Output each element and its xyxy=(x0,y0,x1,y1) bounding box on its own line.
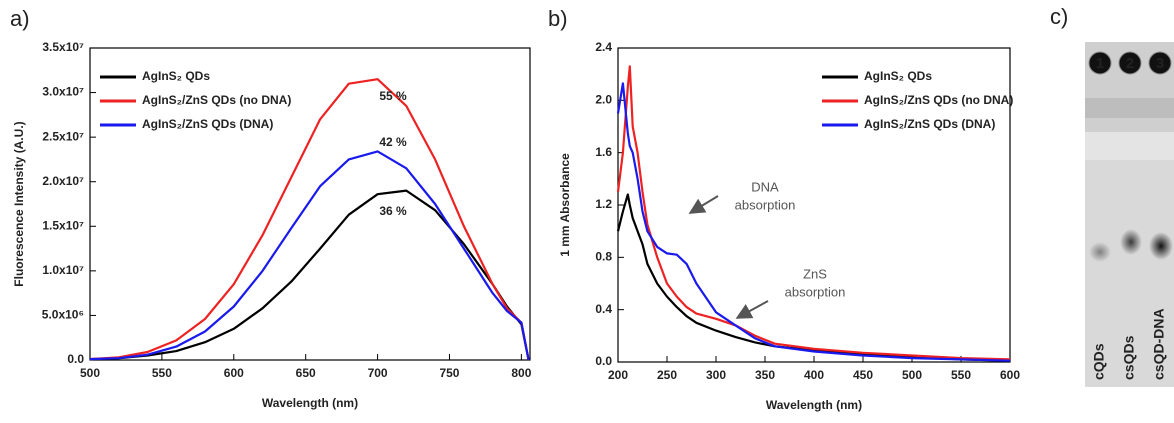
x-tick-label: 400 xyxy=(804,368,824,382)
x-axis-label: Wavelength (nm) xyxy=(766,398,862,412)
legend-label: AgInS₂/ZnS QDs (DNA) xyxy=(864,117,995,131)
y-tick-label: 0.4 xyxy=(595,302,612,316)
x-tick-label: 500 xyxy=(902,368,922,382)
annotation: 55 % xyxy=(379,89,407,103)
line-series xyxy=(616,65,1011,361)
y-tick-label: 0.0 xyxy=(595,354,612,368)
x-tick-label: 500 xyxy=(80,366,100,380)
x-axis-label: Wavelength (nm) xyxy=(262,396,358,410)
x-tick-label: 650 xyxy=(296,366,316,380)
y-tick-label: 2.4 xyxy=(595,40,612,54)
plot-frame xyxy=(89,47,531,361)
band xyxy=(1089,242,1111,262)
x-tick-label: 250 xyxy=(657,368,677,382)
gel-body xyxy=(1085,160,1174,387)
lane-marker xyxy=(1148,51,1172,75)
lane-number: 1 xyxy=(1096,55,1104,72)
line-series xyxy=(616,193,1011,362)
annotation: ZnS xyxy=(803,266,827,281)
annotation: 42 % xyxy=(379,135,407,149)
gel-well-strip xyxy=(1085,98,1174,118)
x-tick-label: 200 xyxy=(608,368,628,382)
lane-marker xyxy=(1118,51,1142,75)
lane-label: csQD-DNA xyxy=(1151,308,1167,380)
panel-label: a) xyxy=(10,6,30,31)
y-tick-label: 1.6 xyxy=(595,145,612,159)
x-tick-label: 300 xyxy=(706,368,726,382)
panel-label: b) xyxy=(548,6,568,31)
band xyxy=(1149,232,1173,260)
x-tick-label: 600 xyxy=(1000,368,1020,382)
lane-label: csQDs xyxy=(1121,335,1137,380)
lane-number: 3 xyxy=(1156,55,1164,72)
arrow xyxy=(735,300,769,319)
line-series xyxy=(89,150,530,361)
x-tick-label: 600 xyxy=(224,366,244,380)
y-axis-label: 1 mm Absorbance xyxy=(558,153,572,257)
lane-label: cQDs xyxy=(1091,343,1107,380)
y-tick-label: 0.0 xyxy=(67,352,84,366)
y-tick-label: 0.8 xyxy=(595,250,612,264)
x-tick-label: 700 xyxy=(368,366,388,380)
x-tick-label: 450 xyxy=(853,368,873,382)
annotation: absorption xyxy=(735,197,796,212)
y-tick-label: 1.0x10⁷ xyxy=(42,263,84,277)
line-series xyxy=(616,82,1011,362)
line-series xyxy=(89,189,530,361)
y-axis-label: Fluorescence Intensity (A.U.) xyxy=(12,121,26,286)
lane-marker xyxy=(1088,51,1112,75)
legend-label: AgInS₂ QDs xyxy=(864,69,932,83)
plot-frame xyxy=(617,47,1011,363)
y-tick-label: 2.5x10⁷ xyxy=(42,129,84,143)
y-tick-label: 5.0x10⁶ xyxy=(42,308,84,322)
annotation: absorption xyxy=(785,284,846,299)
y-tick-label: 3.5x10⁷ xyxy=(42,40,84,54)
x-tick-label: 800 xyxy=(511,366,531,380)
x-tick-label: 350 xyxy=(755,368,775,382)
y-tick-label: 2.0x10⁷ xyxy=(42,174,84,188)
band xyxy=(1120,229,1142,255)
annotation: DNA xyxy=(751,179,779,194)
legend-label: AgInS₂/ZnS QDs (no DNA) xyxy=(864,93,1013,107)
line-series xyxy=(89,78,530,361)
y-tick-label: 3.0x10⁷ xyxy=(42,85,84,99)
x-tick-label: 550 xyxy=(951,368,971,382)
legend-label: AgInS₂/ZnS QDs (DNA) xyxy=(142,117,273,131)
y-tick-label: 2.0 xyxy=(595,93,612,107)
x-tick-label: 750 xyxy=(439,366,459,380)
annotation: 36 % xyxy=(379,204,407,218)
y-tick-label: 1.5x10⁷ xyxy=(42,218,84,232)
x-tick-label: 550 xyxy=(152,366,172,380)
arrow xyxy=(688,195,719,214)
lane-number: 2 xyxy=(1126,55,1134,72)
y-tick-label: 1.2 xyxy=(595,197,612,211)
legend-label: AgInS₂ QDs xyxy=(142,69,210,83)
legend-label: AgInS₂/ZnS QDs (no DNA) xyxy=(142,93,291,107)
panel-label: c) xyxy=(1050,4,1068,29)
